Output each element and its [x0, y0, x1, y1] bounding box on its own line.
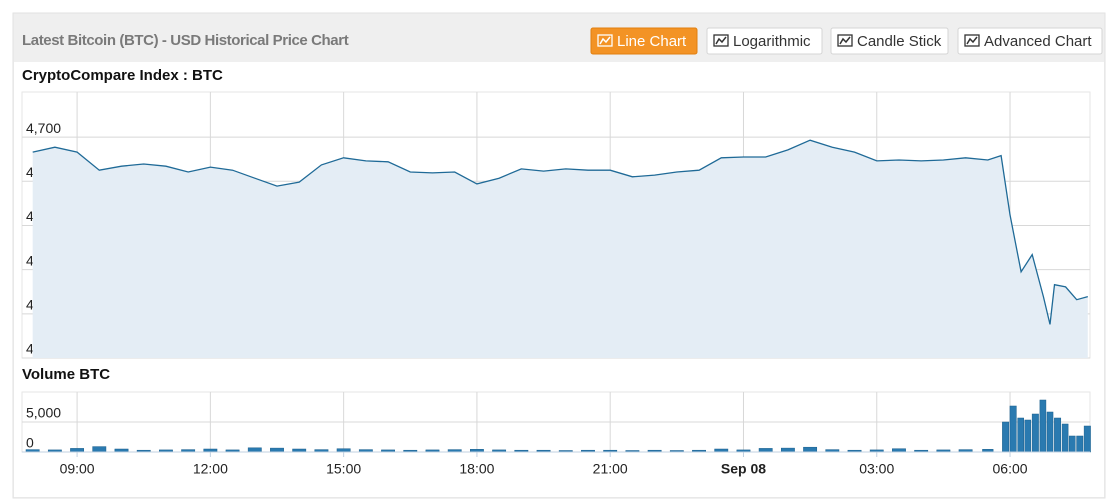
x-tick-label: 03:00 — [859, 461, 894, 477]
button-bg — [830, 27, 949, 55]
volume-bar — [1076, 435, 1084, 453]
x-tick-label: Sep 08 — [721, 461, 766, 477]
volume-bar — [1002, 421, 1010, 453]
button-icon — [964, 34, 980, 47]
x-tick-label: 15:00 — [326, 461, 361, 477]
volume-bar — [1061, 423, 1069, 453]
y-tick-label: 0 — [26, 435, 34, 451]
header-title: Latest Bitcoin (BTC) - USD Historical Pr… — [22, 32, 349, 49]
button-icon — [713, 34, 729, 47]
x-tick-label: 21:00 — [593, 461, 628, 477]
button-bg — [590, 27, 698, 55]
volume-bar — [1017, 417, 1024, 453]
button-label: Line Chart — [617, 33, 687, 50]
volume-bar — [92, 446, 107, 453]
volume-bar — [1083, 425, 1091, 453]
price-line — [32, 139, 1088, 325]
x-tick-label: 06:00 — [993, 461, 1028, 477]
button-icon — [837, 34, 853, 47]
volume-bar — [1031, 413, 1039, 453]
volume-bar — [1054, 417, 1062, 453]
volume-bar — [1024, 419, 1032, 453]
volume-bar — [247, 447, 262, 453]
toolbar-button[interactable]: Logarithmic — [706, 27, 823, 55]
button-icon — [597, 34, 613, 47]
volume-bar — [780, 447, 795, 453]
button-label: Advanced Chart — [984, 33, 1092, 50]
button-icon — [715, 36, 727, 45]
toolbar-button[interactable]: Candle Stick — [830, 27, 949, 55]
volume-bar — [1039, 399, 1047, 453]
chart-title: Volume BTC — [22, 366, 110, 383]
toolbar-button[interactable]: Advanced Chart — [957, 27, 1103, 55]
volume-bar — [70, 448, 85, 453]
chart-title: CryptoCompare Index : BTC — [22, 67, 223, 84]
toolbar-button[interactable]: Line Chart — [590, 27, 698, 55]
x-tick-label: 12:00 — [193, 461, 228, 477]
y-tick-label: 5,000 — [26, 405, 61, 421]
volume-bar — [270, 447, 284, 453]
x-tick-label: 09:00 — [60, 461, 95, 477]
area-fill — [32, 140, 1088, 358]
button-label: Logarithmic — [733, 33, 811, 50]
button-bg — [957, 27, 1103, 55]
y-tick-label: 4,700 — [26, 120, 61, 136]
button-bg — [706, 27, 823, 55]
button-icon — [599, 36, 611, 45]
volume-bar — [758, 448, 773, 453]
button-label: Candle Stick — [857, 33, 942, 50]
volume-bar — [1009, 405, 1017, 453]
button-icon — [839, 36, 851, 45]
button-icon — [966, 36, 978, 45]
x-tick-label: 18:00 — [459, 461, 494, 477]
volume-bar — [1046, 411, 1054, 453]
volume-bar — [803, 446, 818, 453]
volume-bar — [1068, 435, 1076, 453]
